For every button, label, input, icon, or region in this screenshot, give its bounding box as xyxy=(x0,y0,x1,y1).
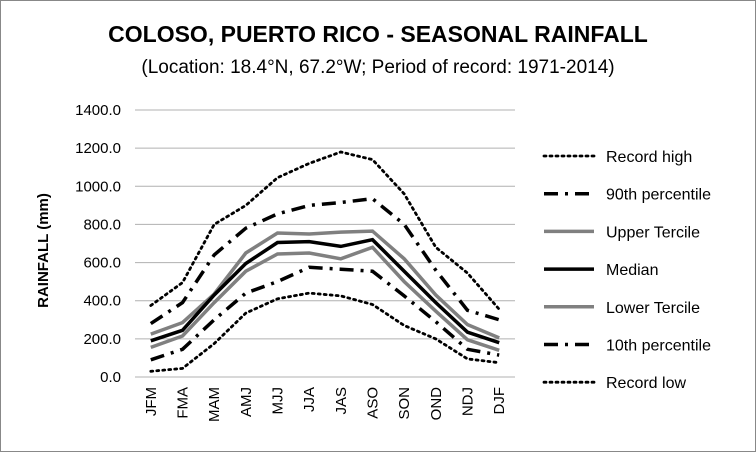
x-tick-label: ASO xyxy=(365,387,382,419)
x-tick-label: FMA xyxy=(175,387,192,419)
x-tick-label: AMJ xyxy=(238,387,255,417)
series-line-10th-percentile xyxy=(150,265,500,362)
y-tick-label: 800.0 xyxy=(83,216,121,233)
x-tick-label: MAM xyxy=(206,387,223,422)
legend-label: 90th percentile xyxy=(606,187,711,204)
legend: Record high 90th percentile Upper Tercile M… xyxy=(542,149,711,392)
x-tick-label: MJJ xyxy=(270,387,287,415)
legend-label: Upper Tercile xyxy=(606,224,700,241)
chart-title: COLOSO, PUERTO RICO - SEASONAL RAINFALL xyxy=(108,21,648,47)
series-line-record-high xyxy=(149,150,501,311)
y-tick-label: 1200.0 xyxy=(75,140,121,157)
series-lines xyxy=(149,150,501,373)
legend-label: Median xyxy=(606,262,658,279)
legend-label: Lower Tercile xyxy=(606,300,700,317)
x-tick-label: SON xyxy=(396,387,413,420)
legend-label: Record low xyxy=(606,375,686,392)
x-tick-label: JJA xyxy=(301,387,318,412)
y-tick-label: 1400.0 xyxy=(75,102,121,119)
legend-label: 10th percentile xyxy=(606,338,711,355)
y-tick-label: 200.0 xyxy=(83,331,121,348)
y-axis-label: RAINFALL (mm) xyxy=(35,193,52,308)
y-tick-labels: 0.0 200.0 400.0 600.0 800.0 1000.0 1200.0 1400.… xyxy=(75,102,121,386)
x-tick-label: JFM xyxy=(143,387,160,416)
series-line-90th-percentile xyxy=(149,196,500,326)
series-line-lower-tercile xyxy=(150,245,500,352)
y-tick-label: 600.0 xyxy=(83,255,121,272)
chart-subtitle: (Location: 18.4°N, 67.2°W; Period of rec… xyxy=(141,57,615,78)
series-line-record-low xyxy=(149,291,501,373)
gridlines xyxy=(135,109,515,378)
y-tick-label: 1000.0 xyxy=(75,178,121,195)
x-tick-label: OND xyxy=(428,387,445,421)
series-line-median xyxy=(150,237,500,345)
x-tick-labels: JFM FMA MAM AMJ MJJ JJA JAS ASO SON OND NDJ DJF xyxy=(143,387,508,422)
y-tick-label: 0.0 xyxy=(100,369,121,386)
x-tick-label: DJF xyxy=(491,387,508,415)
y-tick-label: 400.0 xyxy=(83,293,121,310)
legend-label: Record high xyxy=(606,149,692,166)
x-tick-label: NDJ xyxy=(460,387,477,416)
x-tick-label: JAS xyxy=(333,387,350,415)
